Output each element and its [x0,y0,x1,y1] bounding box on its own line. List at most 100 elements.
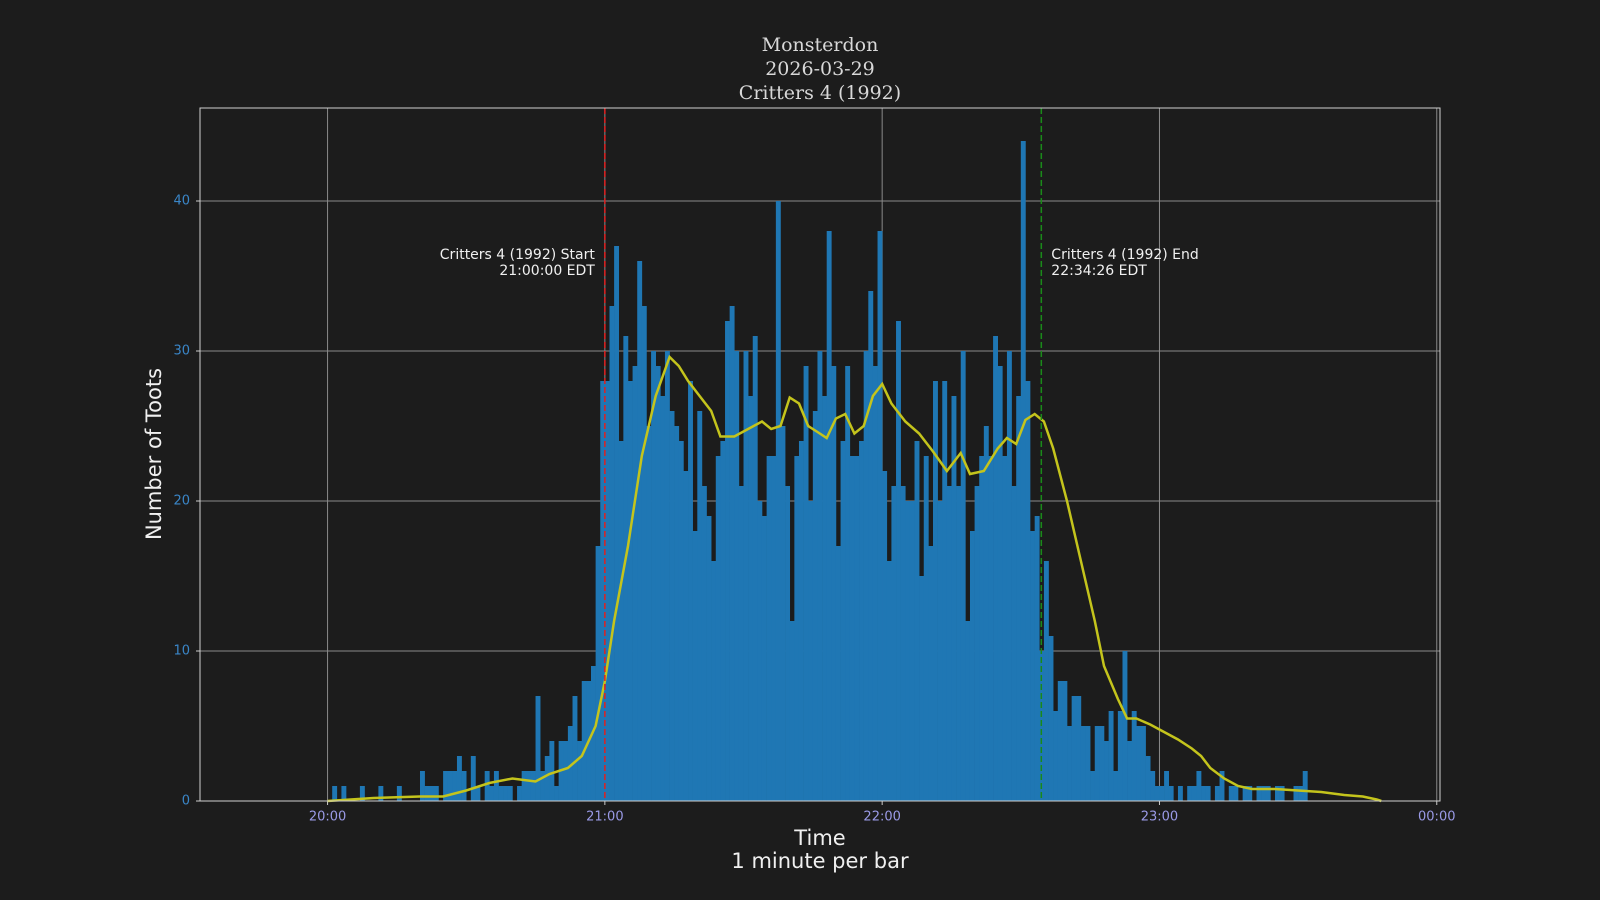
bar [738,486,744,801]
plot-frame [199,107,1441,802]
bar [544,756,550,801]
bar [646,426,652,801]
bar [429,786,435,801]
bar [526,771,532,801]
bar [530,771,536,801]
bar [1034,516,1040,801]
bar [489,786,495,801]
bar [567,726,573,801]
bar [554,786,559,801]
bar [923,456,929,801]
bar [498,786,504,801]
bar [946,486,952,801]
bar [761,516,767,801]
bar [1122,651,1128,801]
bar [1053,711,1059,801]
bar [840,441,846,801]
bar [1136,726,1142,801]
bar [808,501,814,801]
bar [988,456,994,801]
x-tick-label: 20:00 [309,810,346,825]
bar [660,396,666,801]
bar [845,366,851,801]
bar [794,456,800,801]
bar [540,771,546,801]
bar [785,486,791,801]
y-tick-label: 40 [173,194,190,209]
bar [475,786,481,801]
bar [1177,786,1183,801]
bar [1150,771,1156,801]
bar [757,501,763,801]
bar [1071,696,1077,801]
bar [1104,741,1109,801]
bar [729,306,735,801]
bar [969,531,975,801]
bar [1293,786,1299,801]
bar [637,261,643,801]
bar [831,366,837,801]
bar [1279,786,1285,801]
bar [1219,771,1225,801]
y-tick-label: 0 [182,794,190,809]
bar [549,741,555,801]
bar [396,786,402,801]
bar [1302,771,1308,801]
bar [798,441,804,801]
bar [535,696,541,801]
bar [1113,771,1119,801]
event-label: 22:34:26 EDT [1051,263,1147,279]
bar [1140,726,1146,801]
bar [1043,561,1049,801]
bar [854,456,860,801]
bar [1016,396,1022,801]
bar [452,771,458,801]
bar [933,381,938,801]
bar [720,441,726,801]
bar [900,486,906,801]
bar [1011,486,1017,801]
bar [1205,786,1211,801]
x-axis-label: Time [793,826,845,850]
bar [424,786,430,801]
bar [1030,531,1035,801]
y-tick-label: 20 [173,494,190,509]
bar [1094,726,1100,801]
chart-title: Critters 4 (1992) [739,82,901,104]
bar [1233,786,1239,801]
bar [711,561,717,801]
bar [1085,726,1091,801]
bar [942,381,948,801]
bar [1187,786,1193,801]
y-axis-label: Number of Toots [142,368,166,540]
bar [1067,726,1072,801]
bar [447,771,453,801]
bar [1127,741,1133,801]
x-tick-label: 21:00 [586,810,623,825]
bar [1002,456,1008,801]
bar [877,231,883,801]
bar [577,741,583,801]
bar [627,381,633,801]
bar [937,501,943,801]
bar [780,426,786,801]
x-axis-label: 1 minute per bar [731,849,909,873]
bar [859,441,864,801]
bar [919,576,925,801]
bar [951,396,957,801]
event-label: 21:00:00 EDT [499,263,595,279]
bar [803,366,809,801]
bar [891,486,897,801]
bar [697,411,703,801]
bar [332,786,338,801]
bar [1057,681,1063,801]
bar [461,771,467,801]
bar [1020,141,1026,801]
bar [928,546,934,801]
bar [1048,636,1054,801]
bar [1062,681,1068,801]
bar [752,336,758,801]
bar [581,681,587,801]
bar [960,351,966,801]
bar [1159,786,1165,801]
